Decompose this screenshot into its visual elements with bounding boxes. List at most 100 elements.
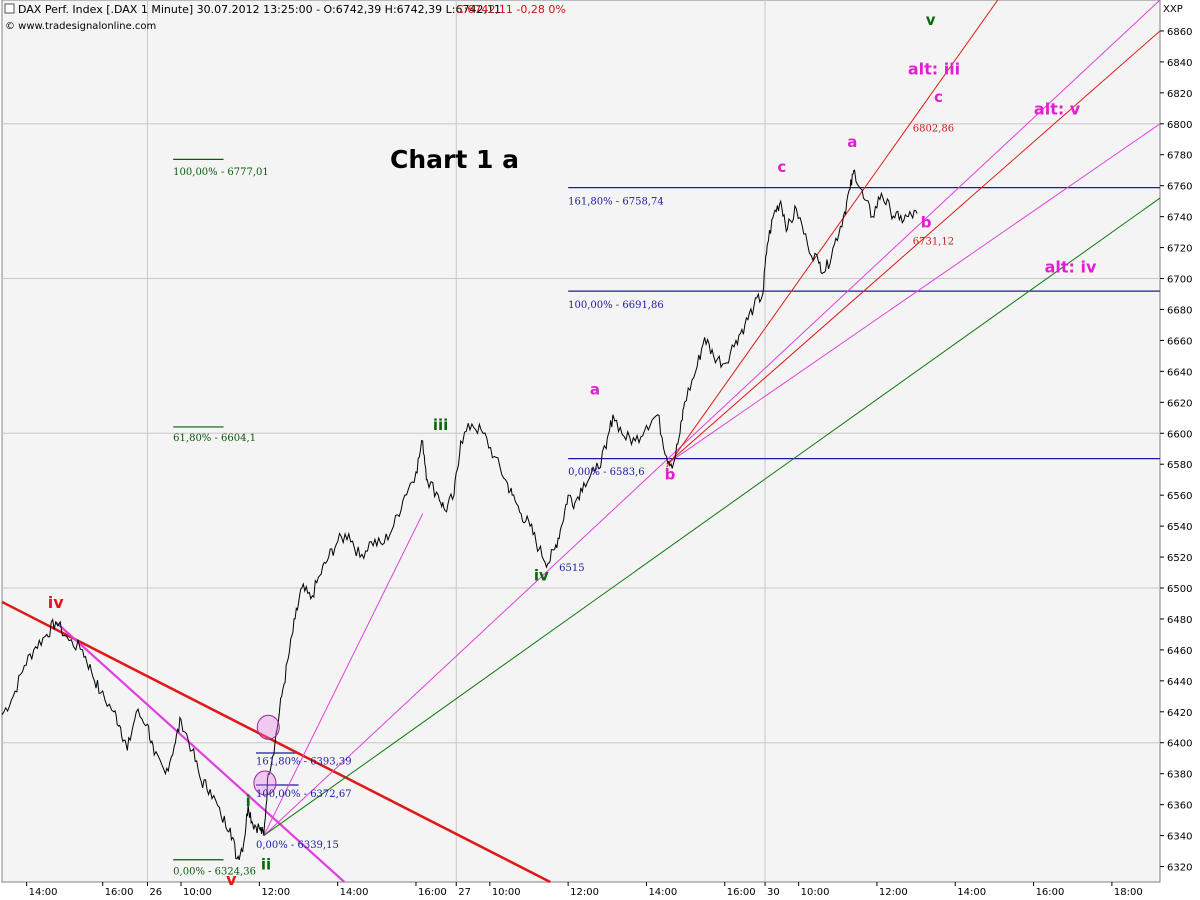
marker-circles <box>253 714 280 796</box>
wave-label: v <box>926 11 936 29</box>
copyright: © www.tradesignalonline.com <box>5 21 156 32</box>
fib-label: 0,00% - 6339,15 <box>256 840 339 851</box>
trend-line <box>666 30 1161 465</box>
x-tick-label: 14:00 <box>340 887 369 898</box>
y-tick-label: 6620 <box>1167 398 1192 409</box>
x-tick-label: 16:00 <box>418 887 447 898</box>
y-tick-label: 6640 <box>1167 367 1192 378</box>
y-tick-label: 6540 <box>1167 522 1192 533</box>
trend-line <box>263 197 1161 836</box>
y-tick-label: 6580 <box>1167 460 1192 471</box>
trend-line <box>54 621 346 883</box>
grid <box>2 0 1160 882</box>
chart-title: Chart 1 a <box>390 145 519 174</box>
wave-label: alt: v <box>1034 100 1081 119</box>
x-tick-label: 10:00 <box>801 887 830 898</box>
wave-label: alt: iii <box>908 59 960 78</box>
y-tick-label: 6780 <box>1167 151 1192 162</box>
fib-label: 100,00% - 6777,01 <box>173 167 269 178</box>
x-axis: 14:00 16:00 26 10:00 12:00 14:00 16:00 27 10:00 1… <box>26 882 1143 898</box>
fib-label: 0,00% - 6583,6 <box>568 467 645 478</box>
x-tick-label: 10:00 <box>492 887 521 898</box>
wave-label: c <box>934 88 943 106</box>
y-tick-label: 6740 <box>1167 213 1192 224</box>
header-title: DAX Perf. Index [.DAX 1 Minute] 30.07.20… <box>18 3 501 16</box>
y-tick-label: 6700 <box>1167 275 1192 286</box>
x-tick-label: 12:00 <box>261 887 290 898</box>
fib-label: 6802,86 <box>913 124 954 135</box>
x-tick-label: 14:00 <box>957 887 986 898</box>
wave-label: ii <box>261 856 271 874</box>
marker-circle <box>256 714 280 740</box>
x-tick-label: 12:00 <box>570 887 599 898</box>
wave-label: iv <box>534 566 549 584</box>
wave-label: a <box>847 133 857 151</box>
wave-label: iv <box>48 593 64 612</box>
fib-label: 161,80% - 6393,39 <box>256 756 352 767</box>
fib-label: 100,00% - 6691,86 <box>568 300 664 311</box>
y-tick-label: 6400 <box>1167 739 1192 750</box>
y-tick-label: 6860 <box>1167 27 1192 38</box>
marker-circle <box>253 770 277 796</box>
x-tick-label: 26 <box>149 887 162 898</box>
trend-lines <box>1 0 1161 884</box>
y-tick-label: 6320 <box>1167 863 1192 874</box>
y-tick-label: 6520 <box>1167 553 1192 564</box>
x-tick-label: 12:00 <box>879 887 908 898</box>
header-change: C:6742,11 -0,28 0% <box>456 3 566 16</box>
fib-label: 100,00% - 6372,67 <box>256 789 352 800</box>
plot-area <box>1 0 1161 883</box>
wave-label: iii <box>433 416 448 434</box>
wave-label: i <box>246 792 251 810</box>
x-tick-label: 27 <box>458 887 471 898</box>
y-tick-label: 6720 <box>1167 244 1192 255</box>
fib-label: 6515 <box>559 563 584 574</box>
wave-label: v <box>226 870 237 889</box>
y-tick-label: 6820 <box>1167 89 1192 100</box>
x-tick-label: 14:00 <box>648 887 677 898</box>
trend-line <box>263 0 1161 836</box>
x-tick-label: 16:00 <box>105 887 134 898</box>
y-tick-label: 6360 <box>1167 801 1192 812</box>
x-tick-label: 16:00 <box>1036 887 1065 898</box>
symbol-box-icon[interactable] <box>4 3 15 14</box>
trend-line <box>666 0 999 468</box>
x-tick-label: 30 <box>767 887 780 898</box>
y-tick-label: 6460 <box>1167 646 1192 657</box>
wave-label: alt: iv <box>1045 257 1097 276</box>
wave-label: b <box>665 466 676 484</box>
y-tick-label: 6800 <box>1167 120 1192 131</box>
trend-line <box>263 513 424 836</box>
fib-label: 161,80% - 6758,74 <box>568 196 664 207</box>
y-tick-label: 6440 <box>1167 677 1192 688</box>
wave-label: b <box>921 213 932 231</box>
y-tick-label: 6660 <box>1167 336 1192 347</box>
x-tick-label: 18:00 <box>1114 887 1143 898</box>
y-tick-label: 6680 <box>1167 305 1192 316</box>
fib-label: 6731,12 <box>913 236 954 247</box>
price-series-line <box>1 169 918 861</box>
y-tick-label: 6600 <box>1167 429 1192 440</box>
y-tick-label: 6840 <box>1167 58 1192 69</box>
y-axis: 6320 6340 6360 6380 6400 6420 6440 6460 6480 6500… <box>1160 27 1192 874</box>
y-tick-label: 6420 <box>1167 708 1192 719</box>
x-tick-label: 16:00 <box>727 887 756 898</box>
axis-label: XXP <box>1163 4 1183 15</box>
y-tick-label: 6500 <box>1167 584 1192 595</box>
x-tick-label: 10:00 <box>183 887 212 898</box>
y-tick-label: 6480 <box>1167 615 1192 626</box>
y-tick-label: 6380 <box>1167 770 1192 781</box>
trend-line <box>666 123 1161 465</box>
wave-label: a <box>590 381 600 399</box>
x-tick-label: 14:00 <box>29 887 58 898</box>
y-tick-label: 6340 <box>1167 832 1192 843</box>
fib-label: 61,80% - 6604,1 <box>173 433 256 444</box>
trend-line <box>1 600 551 884</box>
fibonacci-labels: 161,80% - 6758,74 100,00% - 6691,86 0,00% … <box>173 124 954 878</box>
y-tick-label: 6760 <box>1167 182 1192 193</box>
wave-label: c <box>777 158 786 176</box>
y-tick-label: 6560 <box>1167 491 1192 502</box>
